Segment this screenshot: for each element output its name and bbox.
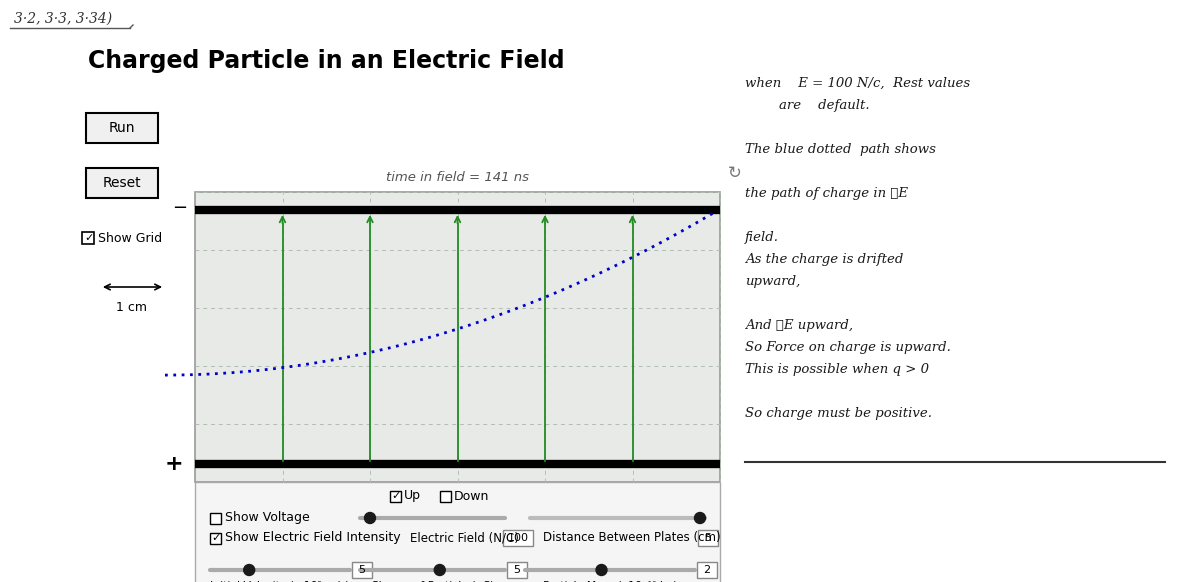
Text: Show Electric Field Intensity: Show Electric Field Intensity <box>226 531 401 545</box>
Text: Down: Down <box>454 489 490 502</box>
Text: Particle Mass (x10⁻¹⁶ kg): Particle Mass (x10⁻¹⁶ kg) <box>542 581 677 582</box>
FancyBboxPatch shape <box>86 113 158 143</box>
Text: time in field = 141 ns: time in field = 141 ns <box>386 171 529 184</box>
Text: 5: 5 <box>514 565 521 575</box>
Text: This is possible when q > 0: This is possible when q > 0 <box>745 363 929 376</box>
Text: And ⃗E upward,: And ⃗E upward, <box>745 319 853 332</box>
Text: Show Grid: Show Grid <box>98 232 162 244</box>
Circle shape <box>695 513 706 523</box>
FancyBboxPatch shape <box>508 562 527 578</box>
Text: The blue dotted  path shows: The blue dotted path shows <box>745 143 936 156</box>
Text: Show Voltage: Show Voltage <box>226 512 310 524</box>
Text: ✓: ✓ <box>84 233 94 243</box>
Text: Up: Up <box>404 489 421 502</box>
Text: So Force on charge is upward.: So Force on charge is upward. <box>745 341 950 354</box>
Text: Electric Field (N/C): Electric Field (N/C) <box>410 531 518 545</box>
Text: field.: field. <box>745 231 779 244</box>
FancyBboxPatch shape <box>86 168 158 198</box>
FancyBboxPatch shape <box>503 530 533 546</box>
Text: 2: 2 <box>703 565 710 575</box>
Text: when    E = 100 N/c,  Rest values: when E = 100 N/c, Rest values <box>745 77 970 90</box>
Bar <box>390 491 401 502</box>
FancyBboxPatch shape <box>352 562 372 578</box>
Text: +: + <box>164 454 182 474</box>
Text: So charge must be positive.: So charge must be positive. <box>745 407 932 420</box>
Text: ✓: ✓ <box>391 491 401 501</box>
Text: Initial Velocity (x 10⁵ m/s): Initial Velocity (x 10⁵ m/s) <box>210 581 349 582</box>
Circle shape <box>596 565 607 576</box>
Circle shape <box>244 565 254 576</box>
Text: 3·2, 3·3, 3·34): 3·2, 3·3, 3·34) <box>14 12 112 26</box>
Text: upward,: upward, <box>745 275 800 288</box>
Text: Charged Particle in an Electric Field: Charged Particle in an Electric Field <box>88 49 565 73</box>
Bar <box>210 513 221 524</box>
Text: 5: 5 <box>359 565 366 575</box>
Text: Charge of Particle (μC): Charge of Particle (μC) <box>371 581 494 582</box>
FancyBboxPatch shape <box>697 562 718 578</box>
Text: Run: Run <box>109 121 136 135</box>
Text: are    default.: are default. <box>745 99 870 112</box>
Bar <box>210 533 221 544</box>
Text: −: − <box>172 199 187 217</box>
Text: 100: 100 <box>508 533 528 543</box>
Text: 1 cm: 1 cm <box>116 301 148 314</box>
Circle shape <box>365 513 376 523</box>
Text: ↻: ↻ <box>728 164 742 182</box>
Text: 5: 5 <box>704 533 712 543</box>
Bar <box>194 482 720 582</box>
Circle shape <box>434 565 445 576</box>
Bar <box>440 491 451 502</box>
Text: the path of charge in ⃗E: the path of charge in ⃗E <box>745 187 908 200</box>
Bar <box>82 232 94 244</box>
Text: Reset: Reset <box>103 176 142 190</box>
Text: As the charge is drifted: As the charge is drifted <box>745 253 904 266</box>
Bar <box>194 192 720 482</box>
Text: ✓: ✓ <box>211 533 221 543</box>
FancyBboxPatch shape <box>698 530 718 546</box>
Text: Distance Between Plates (cm): Distance Between Plates (cm) <box>542 531 721 545</box>
